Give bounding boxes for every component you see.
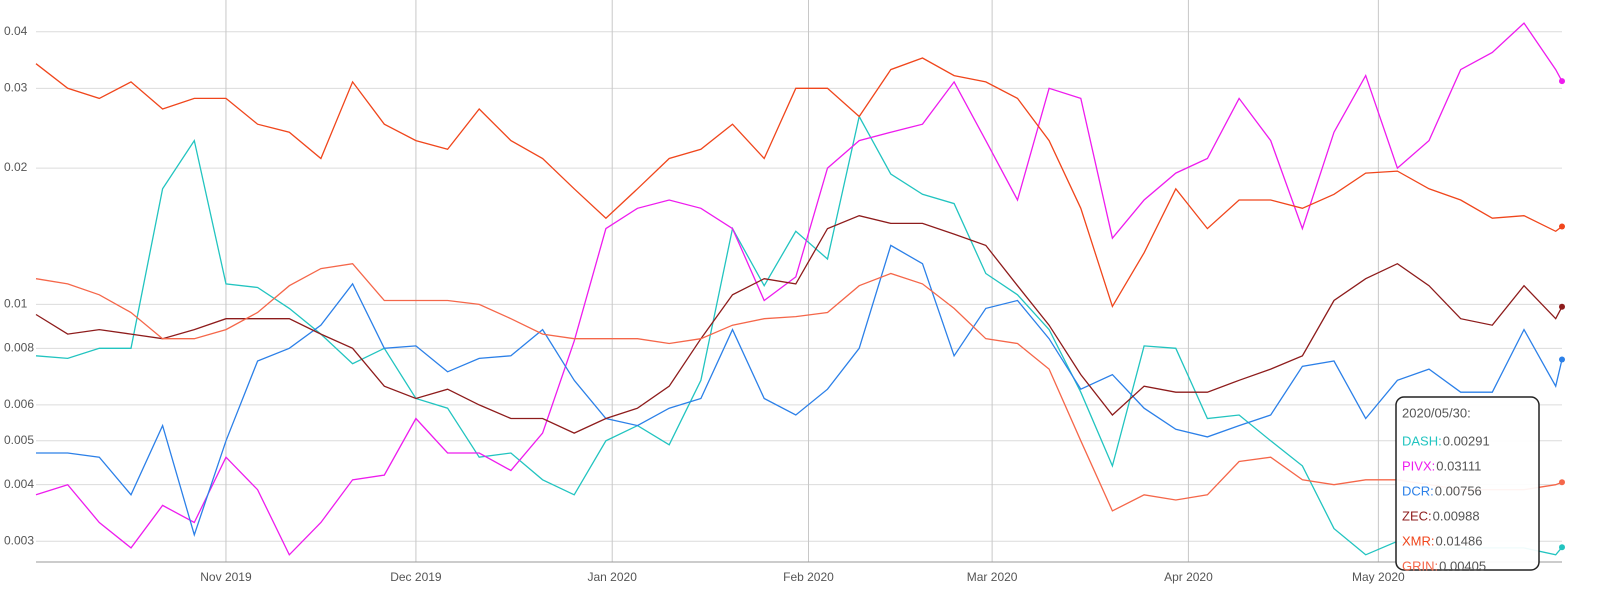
x-tick-label: Apr 2020: [1164, 570, 1213, 584]
tooltip: 2020/05/30: DASH: 0.00291 PIVX: 0.03111DCR:…: [1395, 396, 1540, 573]
tooltip-value: 0.01486: [1436, 533, 1483, 548]
series-line: [35, 114, 1563, 556]
tooltip-label: DASH:: [1402, 433, 1442, 448]
series-line: [35, 263, 1563, 512]
tooltip-label: DCR:: [1402, 483, 1434, 498]
tooltip-label: ZEC:: [1402, 508, 1432, 523]
series-line: [35, 57, 1563, 308]
y-tick-label: 0.008: [4, 340, 34, 354]
y-tick-label: 0.005: [4, 433, 34, 447]
end-point: [1559, 479, 1565, 486]
x-tick-label: Dec 2019: [390, 570, 442, 584]
tooltip-box: [1395, 396, 1540, 571]
y-tick-label: 0.03: [4, 80, 28, 94]
x-tick-label: May 2020: [1352, 570, 1405, 584]
end-point: [1559, 78, 1565, 85]
lines: [35, 22, 1565, 556]
end-point: [1559, 303, 1565, 310]
tooltip-value: 0.00405: [1439, 558, 1486, 573]
tooltip-value: 0.00756: [1435, 483, 1482, 498]
tooltip-label: XMR:: [1402, 533, 1435, 548]
tooltip-value: 0.00988: [1433, 508, 1480, 523]
x-tick-label: Jan 2020: [588, 570, 638, 584]
tooltip-label: PIVX:: [1402, 458, 1435, 473]
series-line: [35, 215, 1563, 434]
labels: 0.003 0.004 0.005 0.006 0.008 0.01 0.02 0.03 0.0…: [4, 24, 1405, 584]
end-point: [1559, 356, 1565, 363]
tooltip-label: GRIN:: [1402, 558, 1438, 573]
series-line: [35, 22, 1563, 556]
end-point: [1559, 544, 1565, 551]
y-tick-label: 0.01: [4, 297, 28, 311]
y-tick-label: 0.04: [4, 24, 28, 38]
grid: [36, 0, 1562, 563]
y-tick-label: 0.006: [4, 397, 34, 411]
x-tick-label: Mar 2020: [967, 570, 1018, 584]
y-tick-label: 0.003: [4, 533, 34, 547]
end-point: [1559, 223, 1565, 230]
y-tick-label: 0.02: [4, 160, 28, 174]
tooltip-title: 2020/05/30:: [1402, 405, 1471, 420]
tooltip-value: 0.03111: [1436, 458, 1481, 473]
y-tick-label: 0.004: [4, 477, 34, 491]
series-line: [36, 244, 1563, 537]
tooltip-value: 0.00291: [1443, 433, 1490, 448]
x-tick-label: Feb 2020: [783, 570, 834, 584]
x-tick-label: Nov 2019: [200, 570, 252, 584]
